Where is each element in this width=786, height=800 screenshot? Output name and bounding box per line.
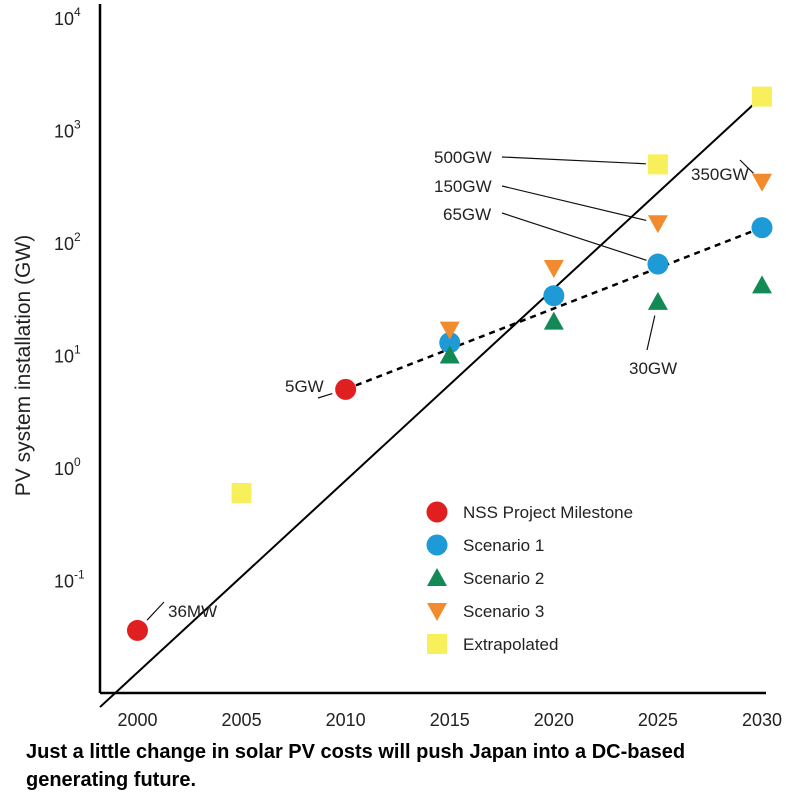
y-tick-label: 102 (54, 230, 81, 254)
solid-trend-line (99, 95, 763, 708)
data-point-extrapolated (752, 86, 772, 107)
annotation-leader-line (739, 159, 754, 174)
legend-marker-scenario-3 (427, 603, 447, 621)
legend-label: NSS Project Milestone (463, 503, 633, 522)
legend-marker-scenario-1 (426, 534, 448, 556)
data-point-extrapolated (647, 154, 668, 175)
data-point-scenario-1 (751, 217, 773, 239)
annotation-label: 500GW (434, 148, 492, 167)
data-point-scenario-1 (439, 332, 461, 354)
legend-marker-extrapolated (427, 634, 447, 654)
x-tick-label: 2015 (430, 710, 470, 730)
annotation-leader-line (501, 156, 646, 165)
annotation-label: 30GW (629, 359, 677, 378)
legend-marker-nss-project-milestone (426, 501, 448, 523)
legend-label: Scenario 2 (463, 569, 544, 588)
annotation-label: 36MW (168, 602, 217, 621)
annotation-label: 65GW (443, 205, 491, 224)
y-axis-title: PV system installation (GW) (12, 235, 35, 496)
data-point-scenario-2 (647, 291, 668, 310)
y-tick-label: 103 (54, 118, 81, 142)
data-point-nss-project-milestone (126, 619, 148, 641)
data-point-nss-project-milestone (335, 378, 357, 400)
y-tick-label: 100 (54, 455, 81, 479)
annotation-label: 350GW (691, 165, 749, 184)
legend-label: Scenario 3 (463, 602, 544, 621)
annotation-leader-line (501, 185, 647, 221)
data-point-scenario-2 (752, 275, 772, 294)
y-tick-label: 101 (54, 343, 81, 367)
data-point-scenario-2 (439, 345, 460, 364)
x-tick-label: 2005 (222, 710, 262, 730)
data-point-scenario-1 (543, 285, 565, 307)
y-tick-label: 10-1 (54, 568, 85, 592)
annotation-leader-line (317, 392, 333, 399)
x-tick-label: 2020 (534, 710, 574, 730)
data-point-scenario-3 (543, 259, 564, 278)
data-point-scenario-3 (752, 173, 772, 192)
chart: 2000 2005 2010 2015 2020 2025 2030 10-1 100 101 10… (12, 4, 782, 730)
data-point-scenario-3 (439, 321, 460, 340)
data-point-extrapolated (231, 482, 252, 503)
annotation-leader-line (646, 315, 656, 351)
x-tick-label: 2010 (326, 710, 366, 730)
figure-caption: Just a little change in solar PV costs w… (26, 741, 686, 791)
annotation-leader-line (501, 212, 647, 261)
legend-label: Scenario 1 (463, 536, 544, 555)
data-point-scenario-2 (543, 311, 564, 330)
annotation-label: 5GW (285, 377, 324, 396)
data-point-scenario-3 (647, 215, 668, 234)
x-tick-label: 2030 (742, 710, 782, 730)
annotation-label: 150GW (434, 177, 492, 196)
x-tick-label: 2000 (117, 710, 157, 730)
dashed-trend-line (345, 226, 763, 391)
annotation-leader-line (146, 601, 165, 621)
data-point-scenario-1 (647, 253, 669, 275)
legend-label: Extrapolated (463, 635, 558, 654)
legend-marker-scenario-2 (427, 568, 447, 586)
x-tick-label: 2025 (638, 710, 678, 730)
y-tick-label: 104 (54, 5, 81, 29)
